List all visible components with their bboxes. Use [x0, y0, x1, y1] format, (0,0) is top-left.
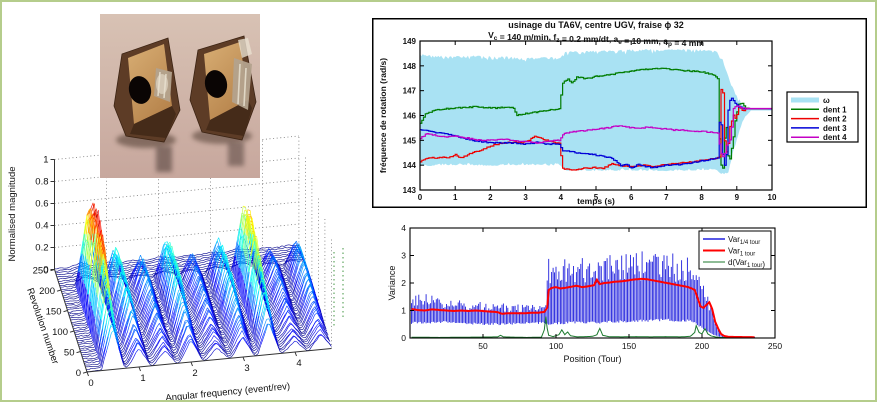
damaged-inserts-photo	[100, 14, 260, 178]
rotation-frequency-chart: 0 1 2 3 4 5 6 7 8 9 10143144145146147148149usinage…	[372, 18, 867, 208]
waterfall-3d-plot: 0 1 2 3 405010015020025000.20.40.60.81Normal…	[7, 135, 344, 400]
